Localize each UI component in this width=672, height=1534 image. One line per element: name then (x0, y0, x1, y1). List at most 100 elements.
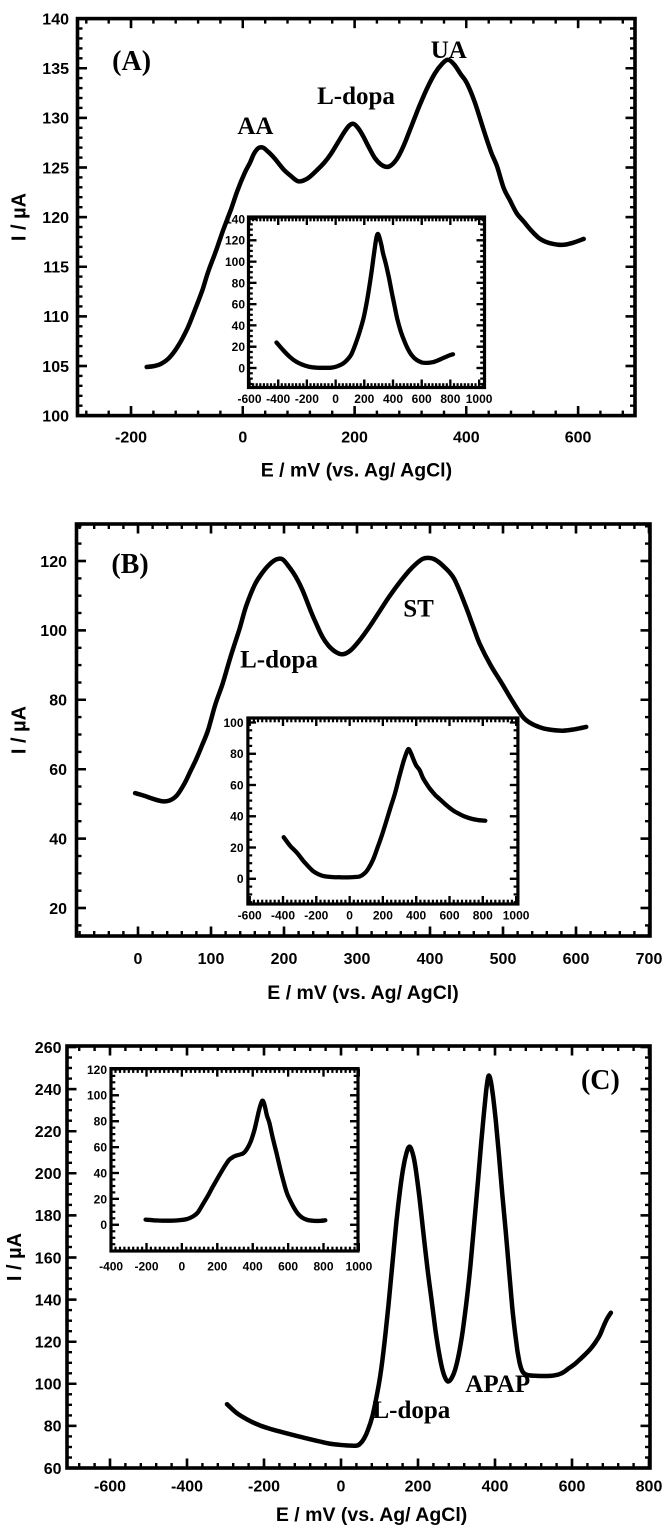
svg-text:-200: -200 (115, 430, 147, 447)
svg-text:140: 140 (42, 11, 69, 28)
svg-text:200: 200 (271, 951, 298, 968)
svg-text:800: 800 (440, 392, 460, 406)
svg-text:-400: -400 (271, 908, 295, 922)
svg-text:180: 180 (35, 1208, 62, 1225)
svg-text:100: 100 (40, 623, 67, 640)
svg-text:-400: -400 (171, 1479, 203, 1496)
svg-text:0: 0 (238, 361, 245, 375)
svg-text:400: 400 (417, 951, 444, 968)
svg-text:100: 100 (223, 716, 243, 730)
svg-text:100: 100 (42, 408, 69, 425)
svg-text:600: 600 (559, 1479, 586, 1496)
svg-text:0: 0 (237, 872, 244, 886)
svg-text:400: 400 (453, 430, 480, 447)
svg-text:20: 20 (49, 901, 67, 918)
svg-text:200: 200 (405, 1479, 432, 1496)
svg-text:600: 600 (278, 1260, 298, 1274)
svg-text:-600: -600 (238, 908, 262, 922)
svg-text:(C): (C) (581, 1065, 620, 1096)
svg-text:I / µA: I / µA (9, 706, 31, 754)
svg-text:140: 140 (225, 212, 245, 226)
svg-text:E / mV (vs. Ag/ AgCl): E / mV (vs. Ag/ AgCl) (261, 460, 452, 482)
svg-text:I / µA: I / µA (4, 1233, 26, 1281)
svg-text:60: 60 (232, 298, 246, 312)
svg-text:120: 120 (35, 1335, 62, 1352)
svg-text:240: 240 (35, 1082, 62, 1099)
svg-text:220: 220 (35, 1124, 62, 1141)
svg-text:200: 200 (35, 1166, 62, 1183)
svg-text:0: 0 (179, 1260, 186, 1274)
svg-text:L-dopa: L-dopa (317, 83, 395, 110)
svg-text:120: 120 (42, 210, 69, 227)
svg-text:200: 200 (373, 908, 393, 922)
svg-text:100: 100 (35, 1377, 62, 1394)
svg-text:-400: -400 (99, 1260, 123, 1274)
svg-text:60: 60 (49, 762, 67, 779)
svg-text:(B): (B) (111, 549, 148, 580)
svg-text:120: 120 (87, 1063, 107, 1077)
svg-text:40: 40 (49, 831, 67, 848)
svg-text:L-dopa: L-dopa (372, 1397, 450, 1424)
svg-text:1000: 1000 (346, 1260, 373, 1274)
svg-text:115: 115 (43, 260, 69, 277)
svg-text:260: 260 (35, 1040, 62, 1057)
svg-text:400: 400 (406, 908, 426, 922)
svg-text:20: 20 (230, 841, 244, 855)
svg-text:-200: -200 (295, 392, 319, 406)
svg-text:800: 800 (636, 1479, 663, 1496)
svg-text:L-dopa: L-dopa (240, 647, 318, 674)
svg-text:60: 60 (44, 1461, 62, 1478)
svg-text:-600: -600 (94, 1479, 126, 1496)
svg-text:120: 120 (225, 234, 245, 248)
svg-text:60: 60 (94, 1141, 108, 1155)
svg-text:300: 300 (344, 951, 371, 968)
svg-text:100: 100 (198, 951, 225, 968)
svg-text:20: 20 (94, 1192, 108, 1206)
svg-text:0: 0 (238, 430, 247, 447)
svg-text:130: 130 (42, 111, 69, 128)
svg-text:0: 0 (337, 1479, 346, 1496)
svg-text:600: 600 (565, 430, 592, 447)
svg-text:0: 0 (100, 1218, 107, 1232)
svg-text:80: 80 (230, 747, 244, 761)
svg-text:80: 80 (232, 276, 246, 290)
svg-text:-200: -200 (134, 1260, 158, 1274)
svg-text:160: 160 (35, 1250, 62, 1267)
svg-text:400: 400 (383, 392, 403, 406)
svg-text:120: 120 (40, 554, 67, 571)
svg-text:40: 40 (94, 1166, 108, 1180)
svg-text:200: 200 (207, 1260, 227, 1274)
svg-text:AA: AA (237, 113, 273, 140)
svg-text:80: 80 (49, 693, 67, 710)
svg-text:100: 100 (87, 1089, 107, 1103)
svg-text:200: 200 (341, 430, 368, 447)
svg-text:1000: 1000 (466, 392, 493, 406)
svg-text:800: 800 (313, 1260, 333, 1274)
svg-text:-400: -400 (266, 392, 290, 406)
svg-text:700: 700 (636, 951, 663, 968)
svg-text:0: 0 (134, 951, 143, 968)
svg-text:-200: -200 (304, 908, 328, 922)
svg-text:140: 140 (35, 1292, 62, 1309)
svg-text:-200: -200 (248, 1479, 280, 1496)
svg-text:-600: -600 (237, 392, 261, 406)
svg-text:600: 600 (412, 392, 432, 406)
svg-text:E / mV (vs. Ag/ AgCl): E / mV (vs. Ag/ AgCl) (276, 1504, 467, 1526)
svg-text:110: 110 (43, 309, 69, 326)
svg-text:60: 60 (230, 778, 244, 792)
svg-text:500: 500 (490, 951, 517, 968)
svg-text:135: 135 (42, 61, 69, 78)
svg-text:40: 40 (230, 810, 244, 824)
svg-text:0: 0 (346, 908, 353, 922)
svg-text:20: 20 (232, 340, 246, 354)
svg-text:1000: 1000 (503, 908, 530, 922)
svg-text:800: 800 (473, 908, 493, 922)
svg-text:200: 200 (354, 392, 374, 406)
svg-text:0: 0 (332, 392, 339, 406)
svg-text:(A): (A) (112, 46, 151, 77)
svg-text:I / µA: I / µA (9, 193, 31, 241)
svg-text:APAP: APAP (465, 1371, 530, 1398)
svg-text:600: 600 (563, 951, 590, 968)
svg-text:40: 40 (232, 319, 246, 333)
svg-text:105: 105 (42, 359, 69, 376)
